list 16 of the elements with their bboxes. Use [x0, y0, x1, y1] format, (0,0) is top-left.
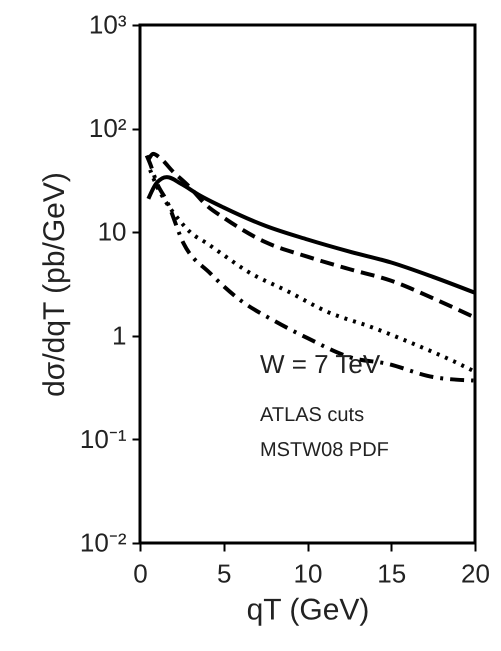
x-tick-label: 15 — [377, 558, 406, 588]
y-tick-label: 10 — [98, 216, 126, 247]
annotation: ATLAS cuts — [260, 404, 364, 426]
y-tick-label: 1 — [112, 320, 126, 350]
annotation: W = 7 TeV — [260, 349, 381, 379]
x-tick-label: 10 — [294, 558, 322, 588]
x-axis-title: qT (GeV) — [246, 594, 370, 626]
y-tick-label: 10² — [88, 113, 127, 144]
x-tick-label: 5 — [217, 558, 232, 588]
y-tick-label: 10⁻¹ — [80, 424, 127, 454]
annotation: MSTW08 PDF — [260, 439, 389, 461]
y-tick-label: 10³ — [88, 10, 127, 40]
y-axis-title: dσ/dqT (pb/GeV) — [38, 172, 71, 397]
x-tick-label: 20 — [461, 558, 490, 588]
x-tick-label: 0 — [133, 558, 148, 588]
y-tick-label: 10⁻² — [80, 528, 127, 558]
